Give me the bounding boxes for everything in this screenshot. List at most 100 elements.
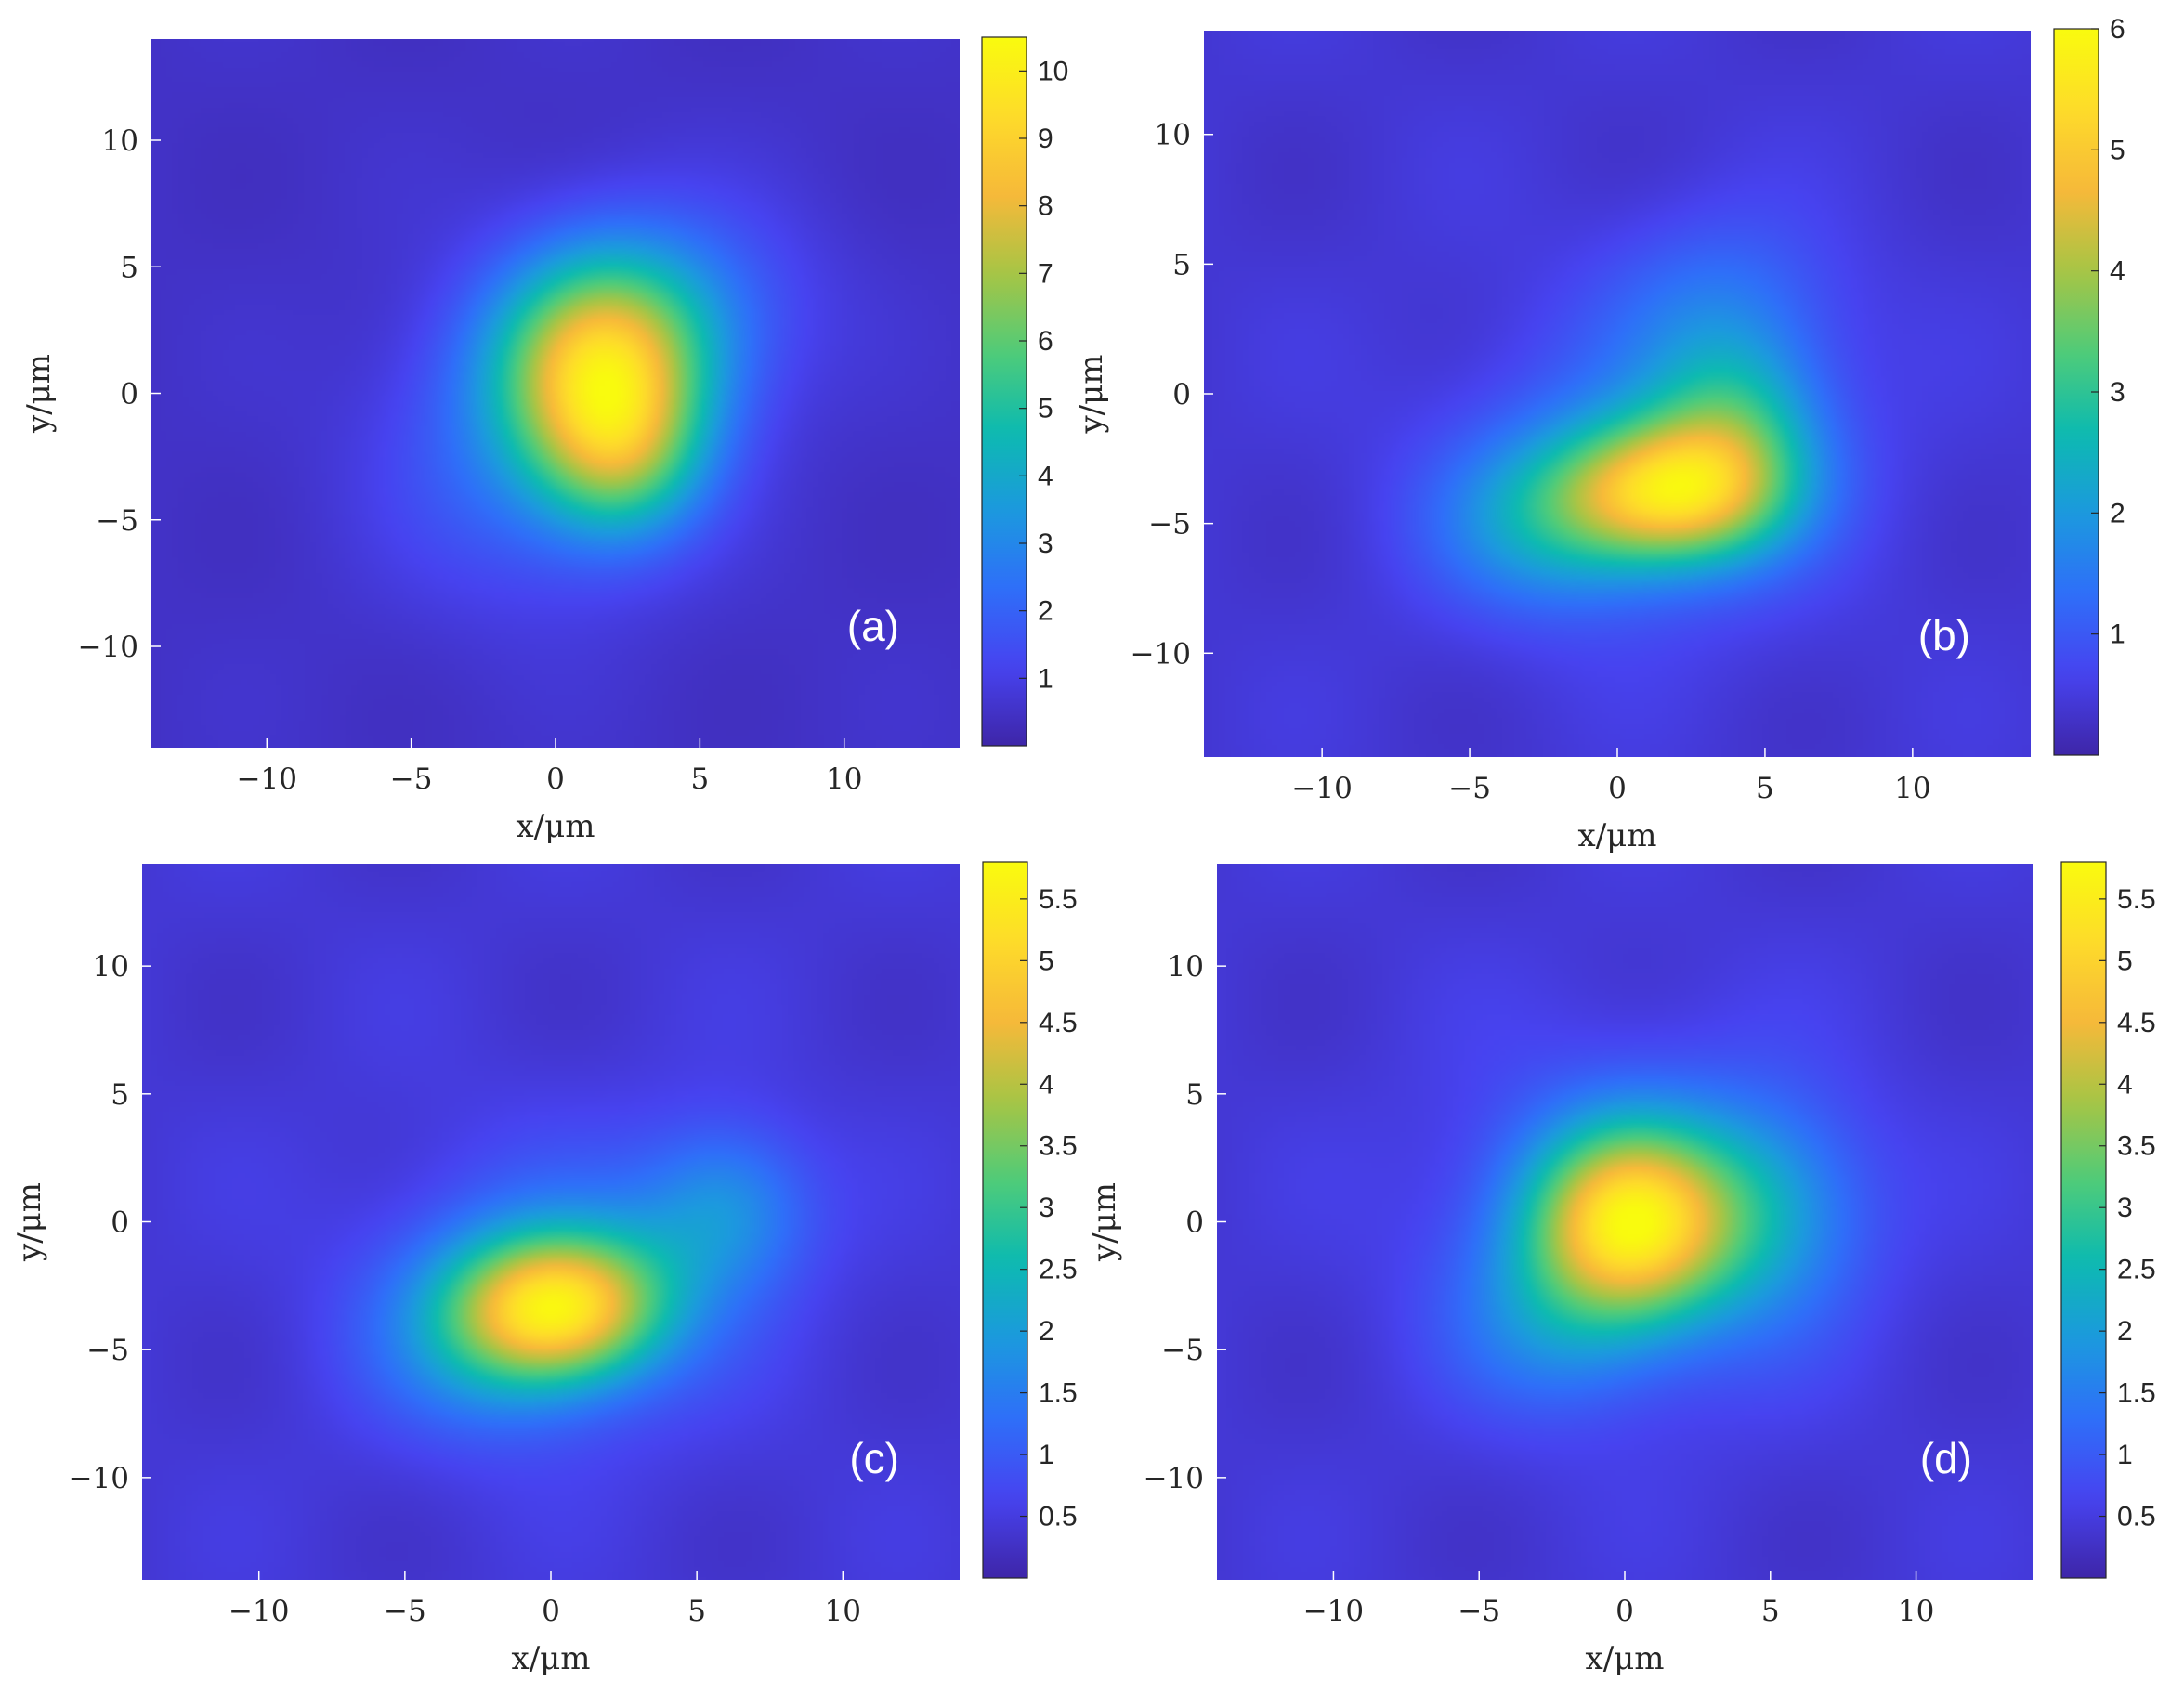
colorbar-tick-label: 1.5	[1039, 1378, 1078, 1409]
colorbar-tick-label: 4	[1038, 461, 1053, 491]
colorbar	[2060, 861, 2107, 1579]
y-tick-label: −10	[78, 631, 138, 664]
x-tick-label: 10	[826, 763, 862, 796]
heatmap-image	[142, 864, 960, 1580]
y-tick-label: 10	[102, 124, 138, 158]
colorbar-tick-label: 1.5	[2117, 1378, 2156, 1409]
x-axis-label: x/μm	[1586, 1640, 1665, 1677]
y-tick-label: 0	[111, 1206, 129, 1240]
colorbar	[981, 36, 1027, 747]
colorbar-tick-label: 5	[2117, 945, 2133, 976]
x-axis-label: x/μm	[517, 808, 595, 845]
y-tick-label: 0	[120, 378, 138, 411]
y-tick-label: 5	[1172, 248, 1191, 281]
panel-c: (c) −10 −5 0 5 10 −10 −5 0 5 10 x/μm y/μm 0.5 1 1.5 2 2.5…	[11, 861, 1078, 1677]
x-tick-label: 5	[687, 1595, 706, 1628]
y-axis-label: y/μm	[20, 354, 58, 434]
colorbar-tick-label: 0.5	[1039, 1502, 1078, 1532]
y-tick-label: −10	[1144, 1462, 1204, 1495]
x-tick-label: 0	[542, 1595, 560, 1628]
heatmap-image	[151, 39, 960, 748]
colorbar-tick-label: 2	[2117, 1316, 2133, 1347]
panel-a: (a) −10 −5 0 5 10 −10 −5 0 5 10 x/μm y/μm 1 2 3 4 5 6 7 8 9 10	[20, 36, 1068, 845]
y-axis-label: y/μm	[11, 1182, 48, 1262]
panel-label: (c)	[849, 1434, 899, 1482]
y-tick-label: 5	[1185, 1078, 1204, 1112]
colorbar-tick-label: 3.5	[1039, 1131, 1078, 1162]
y-tick-label: 10	[1168, 950, 1204, 984]
colorbar-tick-label: 7	[1038, 258, 1053, 289]
y-tick-label: −10	[69, 1462, 129, 1495]
colorbar-tick-label: 1	[1038, 663, 1053, 694]
y-tick-label: 0	[1185, 1206, 1204, 1240]
x-axis-label: x/μm	[1578, 817, 1657, 854]
y-tick-label: 5	[111, 1078, 129, 1112]
colorbar-tick-label: 2.5	[2117, 1255, 2156, 1285]
y-axis-label: y/μm	[1073, 355, 1110, 435]
colorbar-tick-label: 5.5	[2117, 884, 2156, 915]
y-tick-label: −10	[1131, 637, 1191, 671]
panel-label: (b)	[1918, 611, 1970, 659]
y-tick-label: 10	[1155, 119, 1191, 152]
colorbar-tick-label: 4.5	[1039, 1008, 1078, 1038]
colorbar-tick-label: 8	[1038, 191, 1053, 222]
x-tick-label: 0	[1615, 1595, 1634, 1628]
x-tick-label: −10	[237, 763, 297, 796]
colorbar-tick-label: 3	[2117, 1193, 2133, 1223]
colorbar-tick-label: 4	[2117, 1069, 2133, 1100]
x-tick-label: 10	[1894, 772, 1930, 805]
y-tick-label: 5	[120, 251, 138, 284]
colorbar-tick-label: 6	[2110, 14, 2125, 45]
colorbar-tick-label: 0.5	[2117, 1502, 2156, 1532]
colorbar-tick-label: 5	[1038, 394, 1053, 424]
colorbar-tick-label: 9	[1038, 124, 1053, 154]
colorbar-tick-label: 4	[1039, 1069, 1054, 1100]
colorbar-tick-label: 2	[1038, 596, 1053, 627]
x-tick-label: −10	[229, 1595, 289, 1628]
x-axis-label: x/μm	[512, 1640, 591, 1677]
colorbar-tick-label: 10	[1038, 56, 1068, 86]
x-tick-label: −5	[1448, 772, 1491, 805]
x-tick-label: −10	[1303, 1595, 1364, 1628]
panel-label: (d)	[1920, 1434, 1972, 1482]
x-tick-label: 10	[1898, 1595, 1934, 1628]
x-tick-label: 5	[1761, 1595, 1780, 1628]
heatmap-image	[1204, 31, 2031, 757]
colorbar-tick-label: 3	[1039, 1193, 1054, 1223]
colorbar-tick-label: 3	[2110, 377, 2125, 408]
colorbar-tick-label: 1	[1039, 1440, 1054, 1470]
panel-b: (b) −10 −5 0 5 10 −10 −5 0 5 10 x/μm y/μm 1 2 3 4 5 6	[1073, 14, 2125, 854]
x-tick-label: −10	[1291, 772, 1352, 805]
x-tick-label: −5	[390, 763, 433, 796]
x-tick-label: 5	[1756, 772, 1774, 805]
colorbar	[982, 861, 1028, 1579]
heatmap-image	[1217, 864, 2033, 1580]
x-tick-label: 5	[690, 763, 709, 796]
colorbar-tick-label: 2.5	[1039, 1255, 1078, 1285]
x-tick-label: −5	[384, 1595, 426, 1628]
colorbar-tick-label: 5	[1039, 945, 1054, 976]
x-tick-label: 10	[825, 1595, 861, 1628]
y-tick-label: −5	[96, 504, 138, 538]
y-tick-label: −5	[1148, 508, 1191, 541]
panel-label: (a)	[847, 602, 899, 650]
y-tick-label: −5	[1161, 1334, 1204, 1367]
colorbar-tick-label: 3	[1038, 528, 1053, 559]
colorbar-tick-label: 6	[1038, 326, 1053, 357]
y-tick-label: 10	[93, 950, 129, 984]
colorbar-tick-label: 2	[1039, 1316, 1054, 1347]
y-tick-label: −5	[86, 1334, 129, 1367]
panel-d: (d) −10 −5 0 5 10 −10 −5 0 5 10 x/μm y/μm 0.5 1 1.5 2 2.5…	[1086, 861, 2156, 1677]
colorbar-tick-label: 4	[2110, 256, 2125, 287]
colorbar-tick-label: 3.5	[2117, 1131, 2156, 1162]
colorbar-tick-label: 5.5	[1039, 884, 1078, 915]
colorbar-tick-label: 1	[2117, 1440, 2133, 1470]
x-tick-label: 0	[546, 763, 565, 796]
x-tick-label: −5	[1458, 1595, 1500, 1628]
colorbar-tick-label: 5	[2110, 135, 2125, 165]
y-axis-label: y/μm	[1086, 1182, 1123, 1262]
y-tick-label: 0	[1172, 378, 1191, 411]
x-tick-label: 0	[1608, 772, 1627, 805]
colorbar-tick-label: 4.5	[2117, 1008, 2156, 1038]
